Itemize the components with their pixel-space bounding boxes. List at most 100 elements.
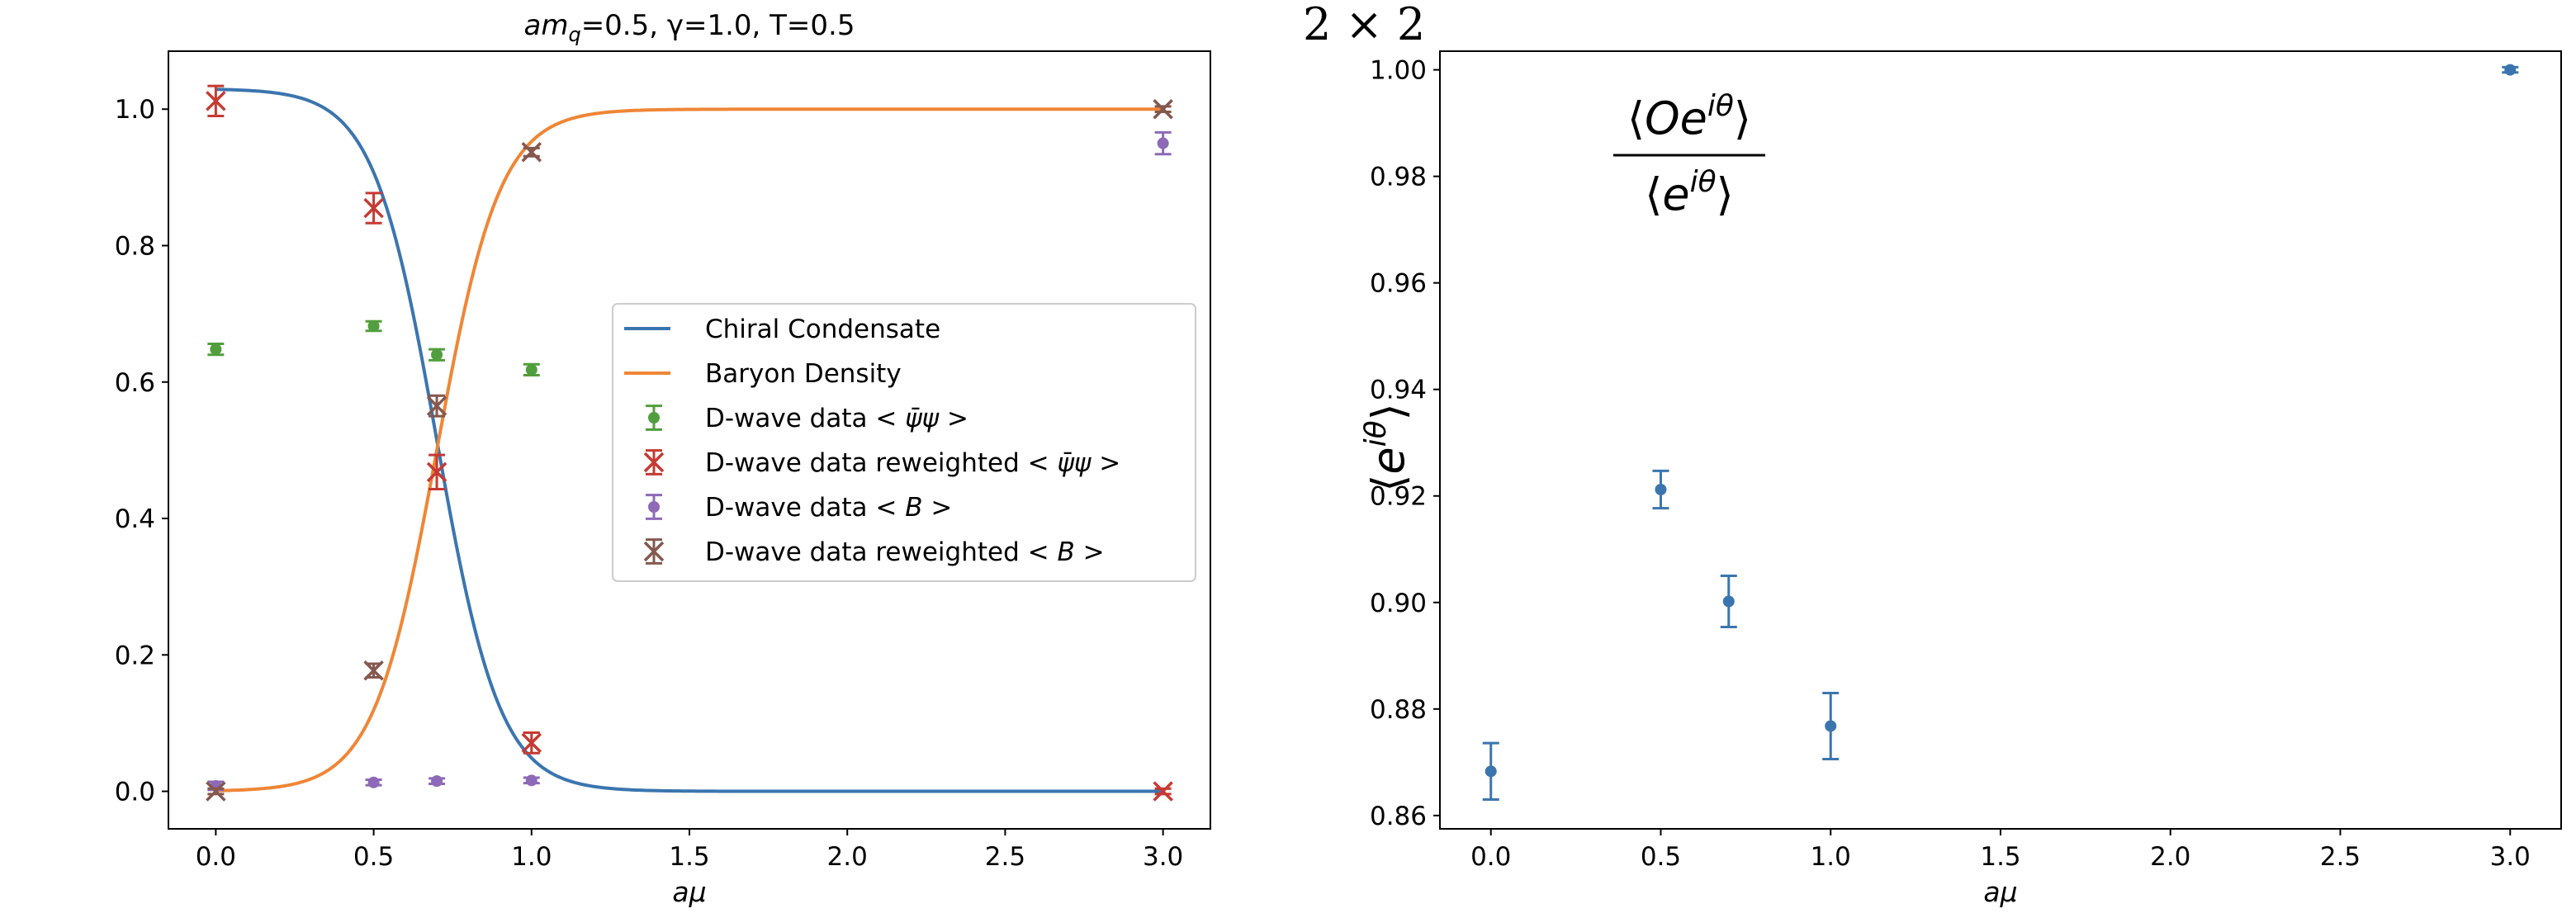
left-legend-label: Chiral Condensate (705, 315, 940, 344)
left-legend-label-prefix: D-wave data < (705, 404, 905, 433)
right-annotation-numerator-base: Oe (1645, 92, 1707, 144)
right-y-tick: 0.88 (1370, 695, 1440, 725)
left-series-3-marker (1153, 98, 1173, 120)
right-y-tick: 1.00 (1370, 56, 1440, 86)
left-y-tick: 0.2 (115, 641, 168, 670)
left-chart: 0.0 0.5 1.0 1.5 2.0 2.5 3.0 0.0 0.2 0.4 0.6 0.8 1.0 a… (115, 9, 1211, 908)
left-x-tick: 1.5 (669, 829, 710, 872)
left-x-tick-label: 2.0 (827, 842, 868, 872)
left-series-2-marker (367, 776, 380, 788)
right-x-tick-label: 3.0 (2490, 842, 2531, 872)
left-y-tick-label: 0.2 (115, 641, 155, 670)
left-legend-label: D-wave data reweighted < B > (705, 537, 1105, 567)
left-y-tick: 0.6 (115, 368, 168, 398)
right-y-tick-label: 1.00 (1370, 56, 1427, 86)
right-series-marker (1825, 720, 1837, 732)
right-y-axis-label-sup: iθ (1359, 420, 1393, 447)
left-legend: Chiral Condensate Baryon Density D-wave da… (612, 303, 1196, 582)
right-x-tick-label: 0.0 (1470, 842, 1511, 872)
right-x-tick-label: 1.0 (1811, 842, 1851, 872)
right-annotation-bracket: ⟩ (1734, 92, 1751, 144)
right-annotation: ⟨Oeiθ⟩⟨eiθ⟩ (1613, 89, 1765, 220)
right-y-tick-label: 0.98 (1370, 163, 1427, 192)
left-y-tick-label: 0.6 (115, 368, 155, 398)
right-annotation-bracket: ⟨ (1627, 92, 1645, 144)
left-chart-title-suffix: =0.5, γ=1.0, T=0.5 (581, 9, 855, 42)
left-legend-box (612, 303, 1196, 582)
right-x-tick-label: 1.5 (1980, 842, 2020, 872)
left-series-1-marker-stroke (206, 91, 226, 111)
left-series-3-marker (206, 781, 226, 802)
right-x-axis-label: aμ (1983, 876, 2017, 908)
left-series-1-marker (363, 197, 384, 219)
left-series-3-marker-stroke (426, 395, 447, 416)
left-x-tick-label: 1.0 (511, 842, 552, 872)
right-y-tick-label: 0.92 (1370, 482, 1427, 512)
right-x-tick: 3.0 (2490, 829, 2531, 872)
right-y-axis-label: ⟨eiθ⟩ (1359, 403, 1414, 491)
left-x-tick: 2.0 (827, 829, 868, 872)
figure-label: 2 × 2 (1303, 0, 1425, 50)
right-y-tick: 0.98 (1370, 163, 1440, 192)
left-y-tick-label: 0.4 (115, 504, 155, 534)
left-y-tick: 0.8 (115, 232, 168, 262)
left-series-3-marker (426, 395, 447, 416)
left-legend-swatch-marker (643, 541, 665, 562)
right-annotation-denominator-base: e (1662, 168, 1689, 220)
left-series-1-marker (206, 91, 226, 111)
left-legend-label-suffix: > (1091, 448, 1120, 478)
left-x-tick-label: 2.5 (985, 842, 1025, 872)
right-x-tick: 0.5 (1641, 829, 1681, 872)
left-legend-label-math: B (905, 493, 922, 523)
right-annotation-sup: iθ (1707, 89, 1734, 123)
left-legend-label-math: ψ (905, 404, 922, 433)
left-x-tick-label: 0.5 (353, 842, 394, 872)
right-y-tick-label: 0.86 (1370, 802, 1427, 831)
left-legend-label-suffix: > (922, 493, 952, 523)
right-annotation-denominator: ⟨eiθ⟩ (1645, 165, 1733, 220)
left-x-tick: 0.0 (196, 829, 236, 872)
left-x-axis-label: aμ (672, 876, 706, 908)
left-chart-title-prefix: am (523, 9, 568, 42)
left-series-3-marker-stroke (1153, 98, 1173, 120)
right-y-axis-label-bracket: ⟨ (1362, 475, 1414, 492)
right-series-marker (2504, 64, 2517, 76)
left-y-tick: 0.0 (115, 778, 168, 807)
left-series-2-marker (525, 774, 537, 787)
right-chart: 0.0 0.5 1.0 1.5 2.0 2.5 3.0 0.86 0.88 0.90 0.92 0.9… (1359, 50, 2562, 908)
right-x-tick: 1.0 (1811, 829, 1851, 872)
left-series-1-marker (1153, 781, 1173, 802)
left-legend-label: D-wave data < ψ̄ψ > (705, 404, 968, 433)
left-series-0-marker (525, 363, 537, 376)
left-y-tick: 1.0 (115, 95, 168, 125)
left-y-tick: 0.4 (115, 504, 168, 534)
left-legend-label-suffix: > (939, 404, 968, 433)
right-x-tick: 2.5 (2320, 829, 2361, 872)
right-y-tick-label: 0.96 (1370, 269, 1427, 299)
left-curve-baryon-density (215, 107, 1163, 793)
left-series-1-marker-stroke (363, 197, 384, 219)
left-series-2 (207, 130, 1172, 792)
left-y-tick-label: 0.8 (115, 232, 155, 262)
right-y-tick-label: 0.88 (1370, 695, 1427, 725)
right-series-marker (1655, 484, 1667, 496)
right-y-tick-label: 0.94 (1370, 376, 1427, 405)
left-x-tick: 0.5 (353, 829, 394, 872)
left-y-tick-label: 0.0 (115, 778, 155, 807)
left-series-0-marker (431, 348, 443, 361)
left-series-3-marker-stroke (521, 142, 542, 163)
right-x-tick-label: 0.5 (1641, 842, 1681, 872)
right-x-tick-label: 2.0 (2150, 842, 2190, 872)
left-series-1-marker (521, 732, 542, 754)
right-annotation-sup: iθ (1690, 165, 1717, 199)
right-axes-frame (1439, 50, 2562, 830)
right-x-tick: 1.5 (1980, 829, 2021, 872)
left-legend-label-suffix: > (1075, 537, 1105, 567)
left-x-tick: 1.0 (511, 829, 552, 872)
left-series-2-marker (1157, 137, 1169, 149)
left-series-3-marker-stroke (206, 781, 226, 802)
right-x-tick: 2.0 (2150, 829, 2190, 872)
left-series-1 (206, 84, 1173, 802)
right-x-tick: 0.0 (1470, 829, 1511, 872)
